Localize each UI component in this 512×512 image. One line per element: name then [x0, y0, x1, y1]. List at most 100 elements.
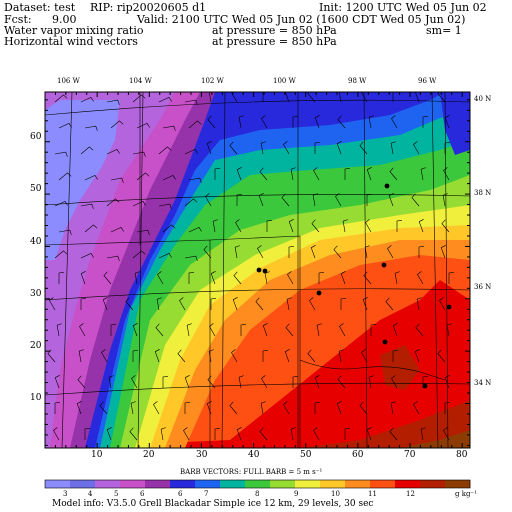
- wind-barb: [132, 94, 146, 103]
- wind-barb: [209, 323, 216, 337]
- wind-barb: [444, 375, 450, 389]
- lon-label-96w: 96 W: [418, 77, 437, 85]
- wind-barb: [390, 141, 396, 155]
- wind-barb: [440, 245, 446, 259]
- wind-barb: [314, 115, 320, 129]
- wind-barb: [162, 376, 168, 388]
- wind-barb: [396, 220, 402, 232]
- wind-barb: [391, 115, 398, 129]
- wind-barb: [338, 349, 344, 363]
- wind-barb: [134, 271, 140, 285]
- y-tick-20: 20: [30, 341, 42, 351]
- colorbar-swatch: [320, 480, 346, 488]
- model-info-footer: Model info: V3.5.0 Grell Blackadar Simpl…: [52, 499, 374, 509]
- wind-barb: [439, 297, 446, 311]
- wind-barb: [290, 167, 296, 181]
- wind-barb: [103, 271, 112, 285]
- colorbar-label: 11: [368, 490, 377, 498]
- wind-barb: [184, 149, 198, 155]
- wind-barb: [208, 92, 212, 103]
- wind-barb: [314, 402, 320, 414]
- wind-barb: [158, 203, 172, 209]
- wind-barb: [314, 142, 320, 154]
- wind-barb: [420, 427, 426, 441]
- wind-barb: [132, 201, 146, 207]
- wind-barb: [333, 245, 342, 259]
- wind-barb: [366, 427, 372, 441]
- field2-level: at pressure = 850 hPa: [212, 35, 337, 48]
- wind-barb: [58, 272, 64, 284]
- colorbar-swatch: [445, 480, 471, 488]
- wind-barb: [188, 120, 202, 129]
- wind-barb: [362, 297, 368, 311]
- wind-barb: [286, 297, 292, 311]
- wind-barb: [80, 253, 94, 259]
- wind-barb: [312, 193, 318, 207]
- wind-barb: [336, 141, 342, 155]
- wind-barb: [132, 323, 138, 337]
- wind-barb: [54, 201, 68, 207]
- y-tick-40: 40: [30, 237, 42, 247]
- y-tick-60: 60: [30, 132, 42, 142]
- wind-barb: [262, 92, 264, 102]
- wind-barb: [54, 250, 68, 259]
- state-boundaries: [45, 92, 449, 448]
- wind-barb: [79, 323, 86, 337]
- wind-barb: [414, 92, 420, 103]
- wind-barb: [240, 324, 246, 336]
- wind-barb: [448, 272, 454, 284]
- colorbar-swatch: [395, 480, 421, 488]
- dataset-label: Dataset: test: [4, 1, 76, 14]
- wind-barb: [125, 297, 134, 311]
- wind-barb: [290, 427, 296, 441]
- colorbar-units: g kg⁻¹: [455, 490, 477, 498]
- lon-label-98w: 98 W: [348, 77, 367, 85]
- wind-barb: [233, 271, 242, 285]
- wind-barb: [106, 427, 112, 441]
- wind-barb: [206, 141, 212, 155]
- wind-barb: [335, 193, 342, 207]
- wind-barb: [422, 116, 428, 128]
- wind-barb: [391, 375, 398, 389]
- colorbar: [44, 479, 471, 489]
- wind-barb: [418, 246, 424, 258]
- wind-barb: [387, 245, 394, 259]
- wind-barb: [307, 92, 316, 103]
- wind-barb: [262, 350, 268, 362]
- wind-barb: [284, 349, 290, 363]
- wind-barb: [413, 141, 420, 155]
- colorbar-swatch: [345, 480, 371, 488]
- wind-barbs: [47, 92, 454, 441]
- wind-barb: [162, 175, 176, 181]
- wind-barb: [207, 375, 216, 389]
- wind-barb: [388, 193, 394, 207]
- field1-name: Water vapor mixing ratio: [4, 24, 144, 37]
- wind-barb: [76, 401, 82, 415]
- wind-barb: [336, 401, 342, 415]
- wind-barb: [283, 141, 290, 155]
- wind-barb: [186, 323, 192, 337]
- wind-barb: [311, 219, 320, 233]
- wind-barb: [361, 349, 368, 363]
- wind-barb: [389, 167, 398, 181]
- wind-barb: [177, 349, 186, 363]
- wind-barb: [188, 177, 202, 183]
- wind-barb: [206, 401, 212, 415]
- wind-barb: [259, 427, 268, 441]
- wind-barb: [443, 427, 450, 441]
- x-tick-30: 30: [196, 450, 208, 460]
- lat-label-36n: 36 N: [474, 283, 492, 291]
- wind-barb: [179, 297, 186, 311]
- wind-barb: [132, 250, 146, 259]
- wind-barb: [444, 402, 450, 414]
- wind-barb: [418, 219, 424, 233]
- x-tick-20: 20: [143, 450, 155, 460]
- wind-barb: [54, 94, 68, 103]
- wind-barb: [210, 271, 216, 285]
- wind-barb: [236, 427, 242, 441]
- wind-barb: [207, 115, 216, 129]
- wind-barb: [307, 349, 316, 363]
- wind-barb: [131, 375, 138, 389]
- wind-barb: [262, 323, 268, 337]
